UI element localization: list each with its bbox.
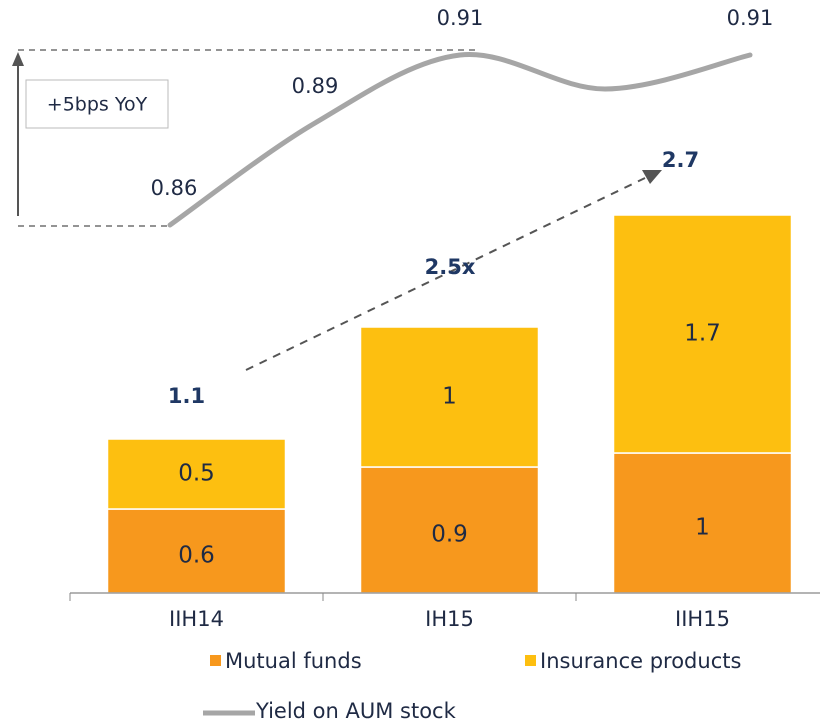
annotation: 2.5x (425, 255, 476, 279)
legend-swatch (210, 655, 221, 666)
legend-label: Yield on AUM stock (255, 699, 457, 723)
line-label: 0.89 (292, 74, 339, 98)
data-label: 1.7 (684, 321, 721, 347)
x-tick-label: IIH15 (675, 607, 730, 631)
legend-label: Insurance products (540, 649, 741, 673)
line-label: 0.86 (151, 176, 198, 200)
legend-swatch (525, 655, 536, 666)
yoy-arrow-head (12, 52, 24, 66)
legend-label: Mutual funds (225, 649, 362, 673)
yield-line (167, 51, 753, 228)
data-label: 0.5 (178, 461, 215, 487)
line-label: 0.91 (727, 6, 774, 30)
total-label: 1.1 (168, 384, 205, 408)
x-tick-label: IIH14 (169, 607, 224, 631)
data-label: 1 (442, 384, 457, 410)
bar-segment (612, 214, 793, 454)
growth-arrow-head (642, 170, 662, 184)
data-label: 1 (695, 515, 710, 541)
data-label: 0.6 (178, 543, 215, 569)
x-tick-label: IH15 (425, 607, 474, 631)
annotation: +5bps YoY (47, 94, 148, 116)
bar-segment (359, 466, 540, 594)
annotation-box (25, 79, 169, 129)
data-label: 0.9 (431, 522, 468, 548)
bar-segment (359, 326, 540, 468)
bar-segment (612, 452, 793, 594)
line-label: 0.91 (437, 6, 484, 30)
total-label: 2.7 (662, 148, 699, 172)
bar-segment (106, 438, 287, 510)
